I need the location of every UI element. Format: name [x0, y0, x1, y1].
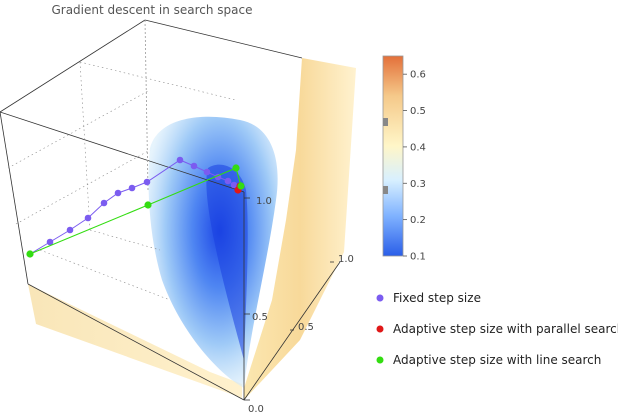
series-point — [114, 189, 122, 197]
legend: Fixed step size Adaptive step size with … — [376, 291, 618, 367]
colorbar-tick-label: 0.5 — [410, 106, 426, 117]
colorbar: 0.1 0.2 0.3 0.4 0.5 0.6 — [382, 55, 426, 263]
y-tick-label: 0.5 — [298, 322, 314, 333]
chart-title: Gradient descent in search space — [51, 3, 252, 17]
surface-bowl-deep — [206, 164, 248, 360]
series-point — [224, 177, 232, 185]
y-tick-label: 1.0 — [338, 254, 354, 265]
box-edge — [144, 19, 149, 191]
legend-marker-fixed — [376, 294, 384, 302]
z-axis: 0.0 0.5 1.0 — [244, 196, 272, 415]
series-point — [176, 156, 184, 164]
series-point — [143, 178, 151, 186]
legend-marker-parallel — [376, 325, 384, 333]
series-line — [29, 167, 242, 255]
colorbar-tick-label: 0.2 — [410, 215, 426, 226]
box-edge — [0, 111, 245, 193]
legend-item: Fixed step size — [376, 291, 481, 305]
box-edge — [27, 283, 245, 401]
series-point — [237, 182, 245, 190]
box-edge — [0, 19, 146, 113]
series-point — [203, 168, 211, 176]
grid-line — [79, 61, 237, 101]
series-point — [128, 184, 136, 192]
colorbar-bar — [382, 55, 404, 257]
series-point — [144, 201, 152, 209]
series-point — [100, 199, 108, 207]
series-point — [26, 250, 34, 258]
series-point — [232, 164, 240, 172]
y-axis: 0.5 1.0 — [290, 254, 354, 333]
colorbar-marker — [383, 186, 388, 194]
axes-box — [0, 19, 341, 401]
trajectories — [26, 156, 245, 258]
z-tick-label: 0.5 — [252, 312, 268, 323]
grid — [7, 61, 237, 301]
legend-marker-line — [376, 356, 384, 364]
surface-wall-right — [244, 58, 356, 400]
grid-line — [7, 89, 151, 169]
series-point — [84, 214, 92, 222]
colorbar-marker — [383, 118, 388, 126]
colorbar-tick-label: 0.4 — [410, 142, 426, 153]
legend-label: Adaptive step size with line search — [393, 353, 601, 367]
legend-item: Adaptive step size with parallel search — [376, 322, 618, 336]
colorbar-ticks: 0.1 0.2 0.3 0.4 0.5 0.6 — [403, 70, 426, 263]
grid-line — [79, 61, 91, 231]
grid-line — [89, 229, 161, 251]
colorbar-tick-label: 0.6 — [410, 70, 426, 81]
legend-label: Adaptive step size with parallel search — [393, 322, 618, 336]
box-edge — [0, 111, 29, 285]
series-point — [46, 238, 54, 246]
grid-line — [15, 149, 151, 225]
series-point — [230, 181, 238, 189]
box-edge — [144, 19, 303, 59]
series-point — [190, 162, 198, 170]
grid-line — [39, 249, 171, 301]
colorbar-tick-label: 0.3 — [410, 179, 426, 190]
legend-item: Adaptive step size with line search — [376, 353, 601, 367]
z-tick-label: 0.0 — [248, 404, 264, 415]
colorbar-tick-label: 0.1 — [410, 252, 426, 263]
box-edge — [243, 261, 341, 401]
series-point — [66, 226, 74, 234]
surface — [28, 58, 356, 400]
legend-label: Fixed step size — [393, 291, 481, 305]
z-tick-label: 1.0 — [256, 196, 272, 207]
